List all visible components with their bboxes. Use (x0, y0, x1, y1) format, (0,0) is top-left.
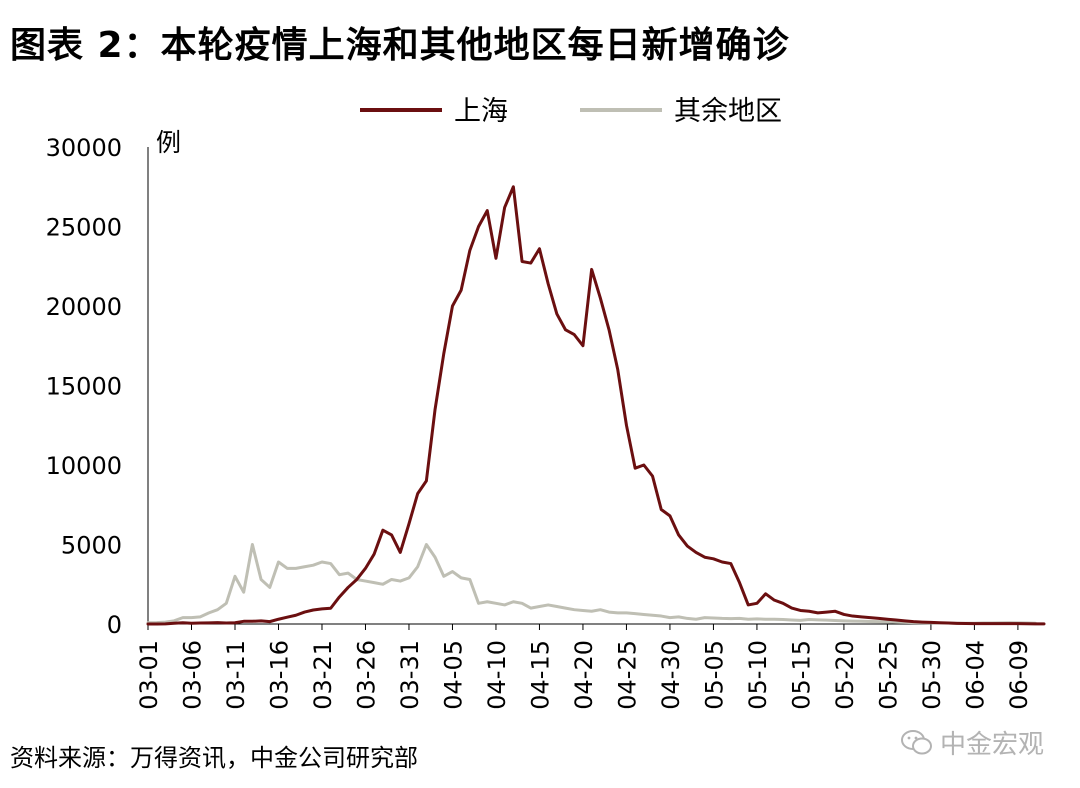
y-tick-label: 20000 (46, 293, 122, 321)
x-tick-label: 03-31 (396, 640, 424, 710)
x-tick-label: 05-05 (700, 640, 728, 710)
series-line-other-regions (146, 543, 1037, 625)
y-axis-unit-label: 例 (156, 128, 181, 157)
x-tick-label: 05-20 (831, 640, 859, 710)
x-tick-label: 03-01 (135, 640, 163, 710)
y-axis-ticks: 0 5000 10000 15000 20000 25000 30000 (46, 134, 122, 639)
legend-item-shanghai-label: 上海 (454, 96, 508, 127)
legend-item-other-regions-label: 其余地区 (674, 96, 782, 127)
legend: 上海 其余地区 (360, 96, 782, 127)
x-tick-label: 04-30 (657, 640, 685, 710)
x-tick-label: 04-10 (483, 640, 511, 710)
y-tick-label: 30000 (46, 134, 122, 162)
x-axis-ticks: 03-01 03-06 03-11 03-16 03-21 03-26 03-31 04-05… (135, 624, 1033, 710)
x-tick-label: 04-25 (613, 640, 641, 710)
wechat-icon (900, 729, 932, 754)
source-note: 资料来源：万得资讯，中金公司研究部 (10, 744, 418, 772)
axes (147, 147, 1044, 625)
x-tick-label: 04-05 (439, 640, 467, 710)
series-layer (146, 185, 1046, 626)
x-tick-label: 06-04 (961, 640, 989, 710)
figure-title: 图表 2：本轮疫情上海和其他地区每日新增确诊 (10, 25, 790, 66)
x-tick-label: 05-25 (874, 640, 902, 710)
x-tick-label: 05-15 (787, 640, 815, 710)
x-tick-label: 03-21 (309, 640, 337, 710)
y-tick-label: 15000 (46, 373, 122, 401)
x-tick-label: 05-10 (744, 640, 772, 710)
y-tick-label: 25000 (46, 214, 122, 242)
x-tick-label: 05-30 (918, 640, 946, 710)
watermark-text: 中金宏观 (939, 730, 1044, 760)
x-tick-label: 04-20 (570, 640, 598, 710)
x-tick-label: 04-15 (526, 640, 554, 710)
x-tick-label: 03-26 (352, 640, 380, 710)
y-tick-label: 5000 (61, 532, 122, 560)
x-tick-label: 03-16 (265, 640, 293, 710)
watermark: 中金宏观 (900, 724, 1044, 761)
x-tick-label: 06-09 (1005, 640, 1033, 710)
x-tick-label: 03-11 (222, 640, 250, 710)
y-tick-label: 0 (107, 611, 122, 639)
series-line-shanghai (146, 185, 1046, 626)
x-tick-label: 03-06 (178, 640, 206, 710)
y-tick-label: 10000 (46, 452, 122, 480)
